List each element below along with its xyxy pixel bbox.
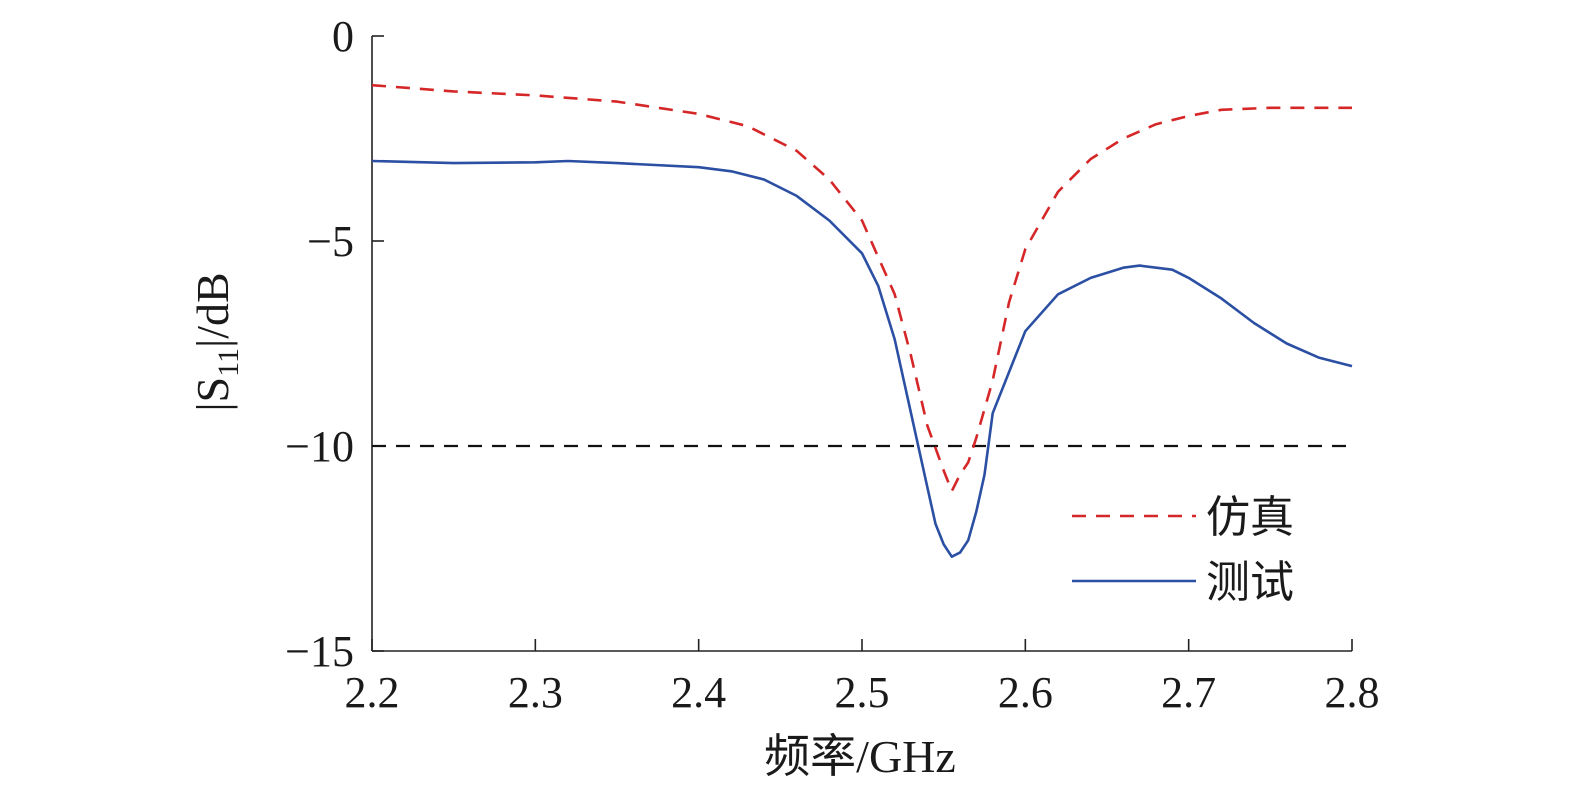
y-tick-label: −15 bbox=[285, 627, 354, 676]
series-line-0 bbox=[371, 83, 1352, 493]
x-tick-label: 2.4 bbox=[671, 668, 726, 717]
legend-label-1: 测试 bbox=[1206, 557, 1294, 608]
y-axis-title-prefix: |S bbox=[187, 377, 238, 412]
y-axis-title-subscript: 11 bbox=[212, 348, 245, 377]
ticks: 2.2 2.3 2.4 2.5 2.6 2.7 2.8 0 −5 −10 −15 bbox=[285, 12, 1379, 717]
x-tick-label: 2.2 bbox=[345, 668, 400, 717]
axes bbox=[371, 36, 1352, 652]
x-tick-label: 2.5 bbox=[835, 668, 890, 717]
series-group bbox=[371, 83, 1353, 559]
x-tick-label: 2.3 bbox=[508, 668, 563, 717]
y-tick-label: 0 bbox=[332, 12, 354, 61]
x-tick-label: 2.7 bbox=[1161, 668, 1216, 717]
x-axis-title: 频率/GHz bbox=[764, 731, 956, 782]
x-tick-label: 2.6 bbox=[998, 668, 1053, 717]
legend-label-0: 仿真 bbox=[1206, 492, 1294, 543]
x-tick-label: 2.8 bbox=[1325, 668, 1380, 717]
y-tick-label: −10 bbox=[285, 422, 354, 471]
y-axis-title: |S11|/dB bbox=[187, 272, 245, 411]
series-line-1 bbox=[371, 159, 1353, 559]
y-tick-label: −5 bbox=[307, 217, 354, 266]
y-axis-title-suffix: |/dB bbox=[187, 272, 238, 348]
